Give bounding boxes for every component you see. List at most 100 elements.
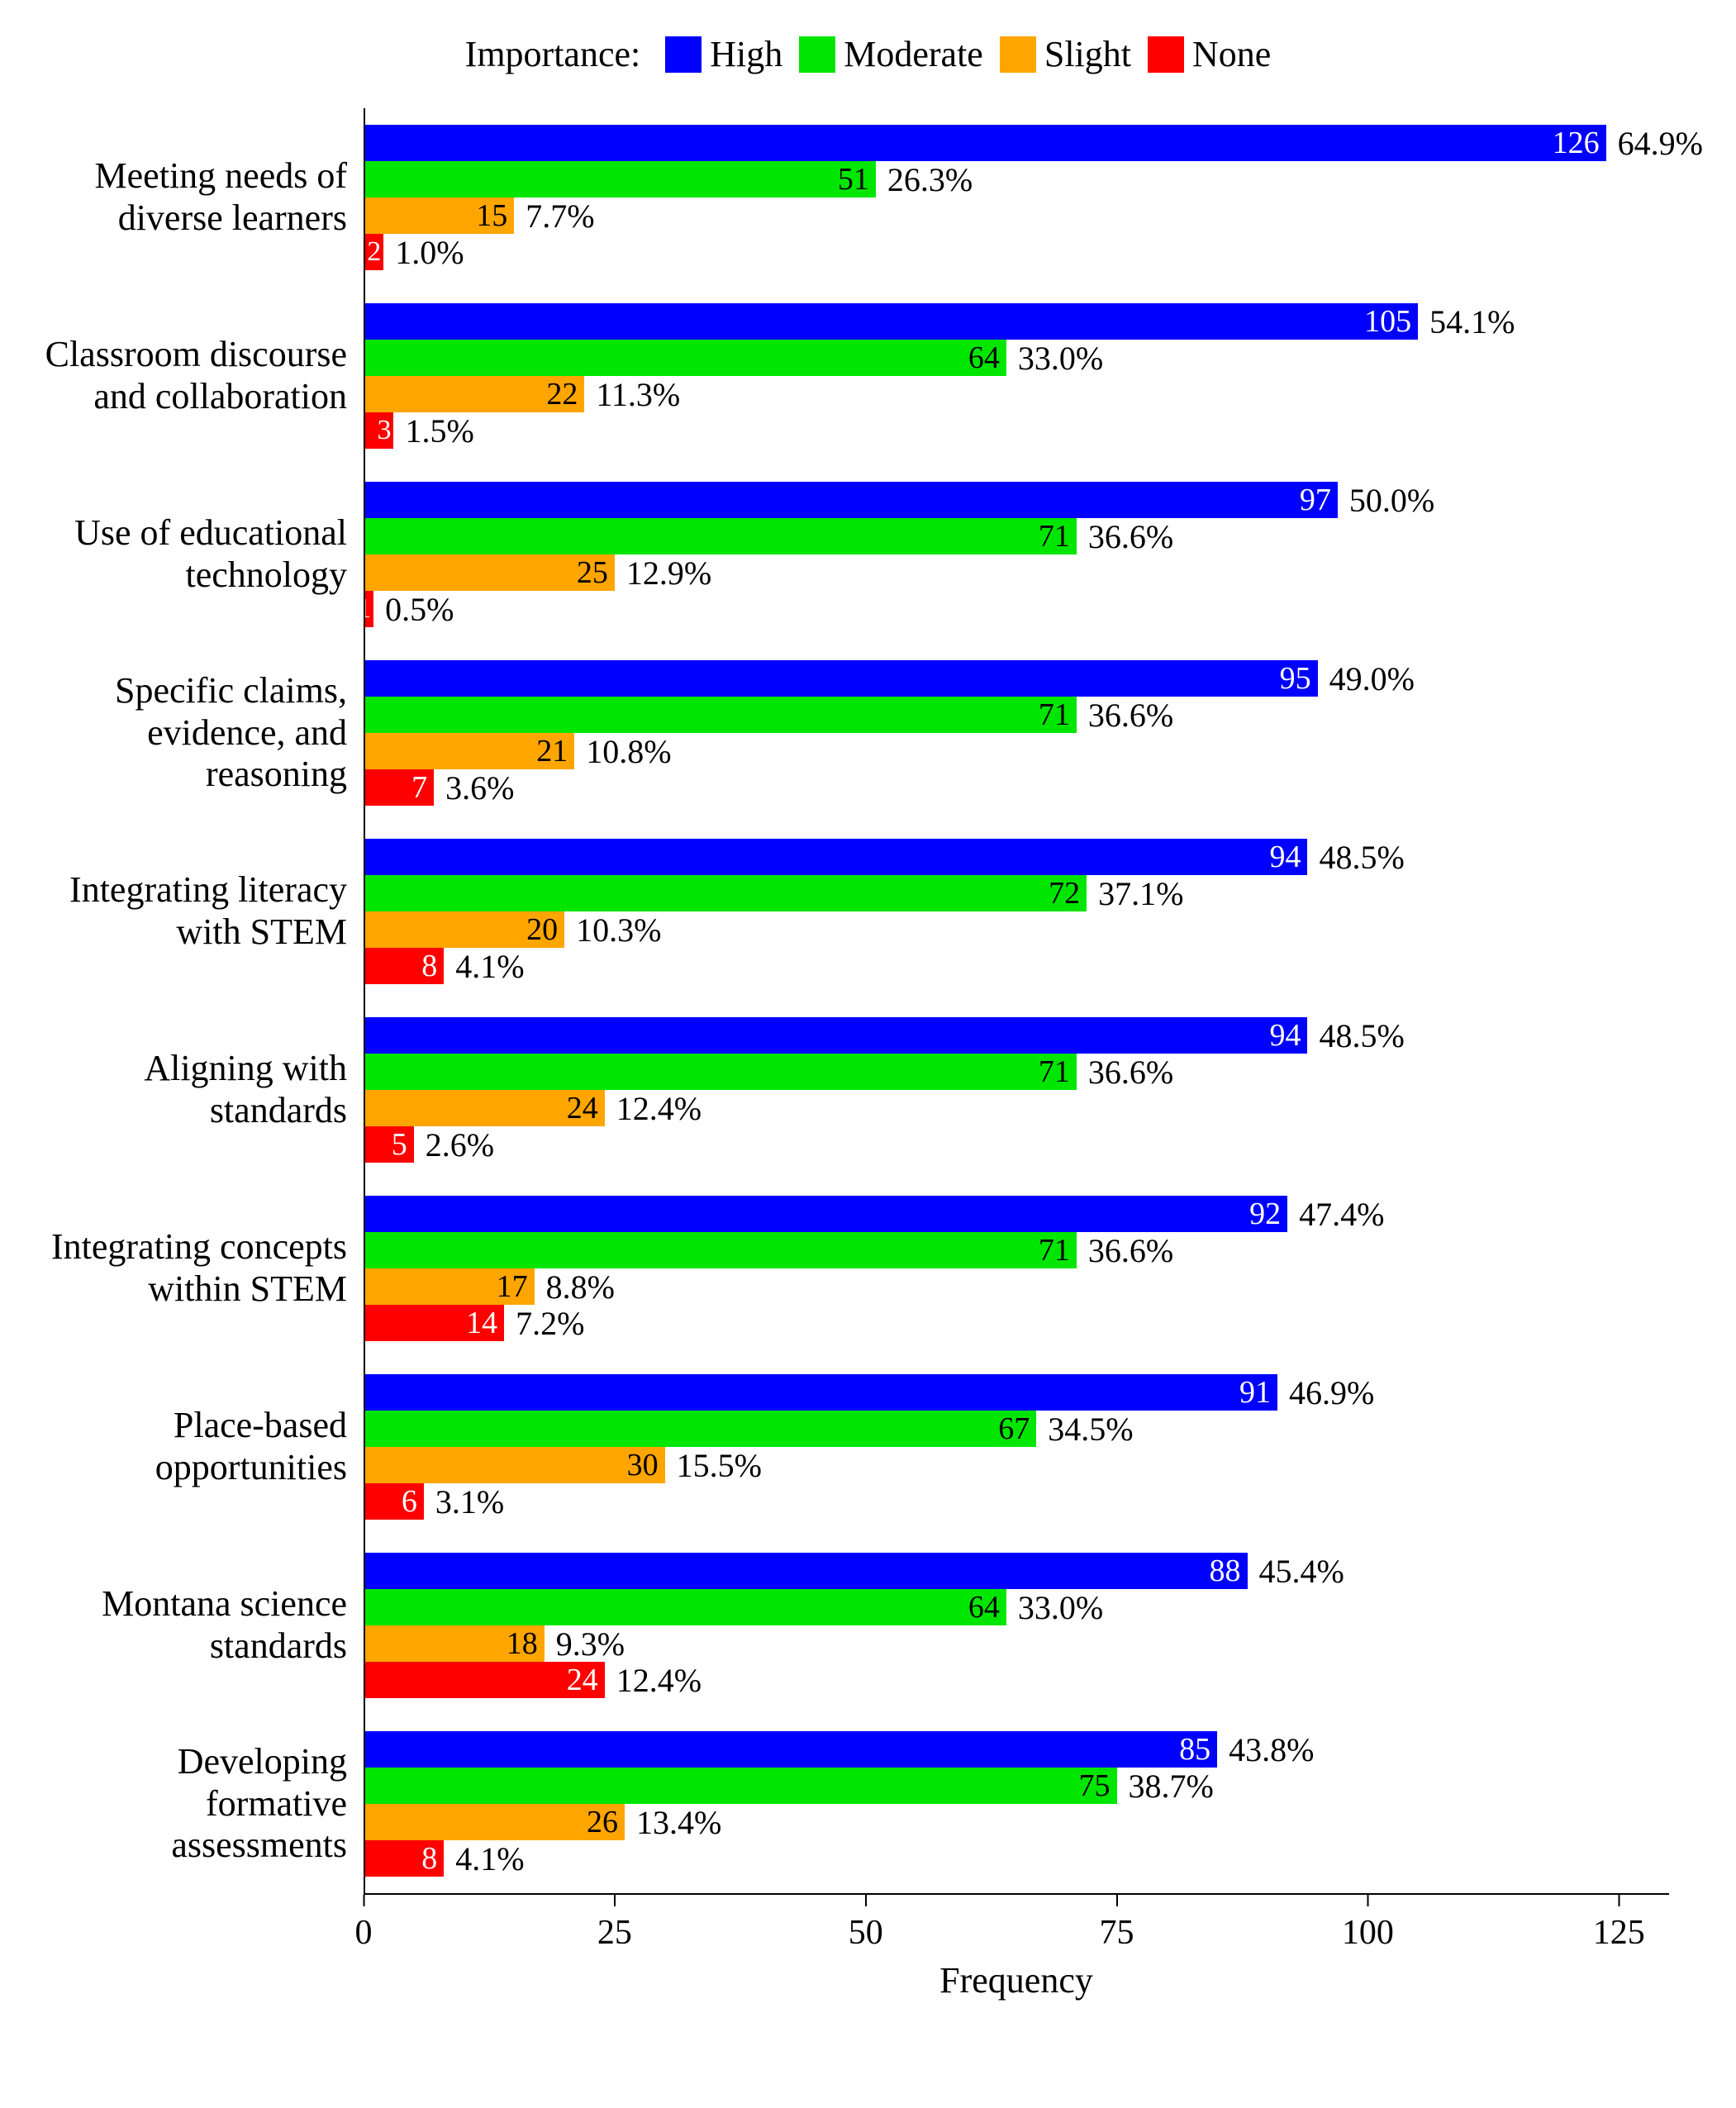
legend-item-moderate: Moderate: [799, 33, 983, 75]
legend-title: Importance:: [465, 33, 641, 75]
bar-row: 2110.8%: [364, 733, 1703, 769]
bar-value: 105: [1364, 303, 1411, 340]
bar-row: 84.1%: [364, 948, 1703, 984]
bar-percent: 8.8%: [535, 1268, 615, 1306]
category-bar-group: 9448.5%7237.1% 2010.3%84.1%: [364, 822, 1703, 1001]
bar-percent: 36.6%: [1077, 1053, 1173, 1092]
bar-value: 22: [546, 376, 578, 412]
bar-row: 6433.0%: [364, 1589, 1703, 1625]
bar-high: 126: [364, 125, 1606, 161]
bar-percent: 4.1%: [444, 947, 524, 986]
bar-percent: 48.5%: [1307, 1016, 1404, 1055]
bar-row: 2412.4%: [364, 1662, 1703, 1698]
bar-value: 64: [968, 340, 1000, 376]
x-tick-mark: [1116, 1895, 1118, 1906]
bar-percent: 36.6%: [1077, 696, 1173, 735]
bar-row: 2613.4%: [364, 1804, 1703, 1840]
bar-row: 2512.9%: [364, 554, 1703, 591]
bar-moderate: 71: [364, 1232, 1077, 1268]
bar-value: 24: [567, 1662, 598, 1698]
bar-value: 75: [1079, 1768, 1111, 1804]
x-tick: 50: [849, 1895, 883, 1953]
bar-moderate: 72: [364, 875, 1087, 911]
bar-row: 189.3%: [364, 1625, 1703, 1662]
bar-value: 71: [1039, 518, 1070, 554]
bar-value: 72: [1049, 875, 1080, 911]
bar-percent: 54.1%: [1418, 302, 1515, 341]
category-label: Montana science standards: [33, 1536, 364, 1715]
bar-percent: 26.3%: [876, 160, 973, 199]
bar-row: 2211.3%: [364, 376, 1703, 412]
bar-percent: 33.0%: [1006, 339, 1103, 378]
bar-percent: 37.1%: [1087, 874, 1183, 913]
legend-item-none: None: [1148, 33, 1271, 75]
bar-moderate: 51: [364, 161, 876, 197]
bar-value: 7: [411, 769, 427, 806]
bar-slight: 15: [364, 197, 514, 234]
x-tick-label: 0: [355, 1913, 373, 1953]
bar-value: 5: [392, 1126, 407, 1163]
bar-moderate: 71: [364, 518, 1077, 554]
bar-percent: 10.3%: [564, 911, 661, 949]
legend-item-high: High: [665, 33, 782, 75]
bar-value: 20: [526, 911, 558, 948]
bar-row: 7136.6%: [364, 518, 1703, 554]
x-tick-label: 75: [1100, 1913, 1134, 1953]
bar-row: 9448.5%: [364, 839, 1703, 875]
legend-item-slight: Slight: [1000, 33, 1131, 75]
x-tick-label: 25: [597, 1913, 632, 1953]
bar-percent: 3.6%: [434, 768, 514, 807]
bar-moderate: 75: [364, 1768, 1117, 1804]
bar-percent: 1.0%: [383, 233, 464, 272]
x-tick-label: 125: [1593, 1913, 1645, 1953]
bar-percent: 1.5%: [393, 412, 473, 450]
bar-row: 3015.5%: [364, 1447, 1703, 1483]
bar-row: 9146.9%: [364, 1374, 1703, 1411]
x-tick: 100: [1342, 1895, 1394, 1953]
bar-row: 6734.5%: [364, 1411, 1703, 1447]
bar-none: 5: [364, 1126, 414, 1163]
bar-slight: 30: [364, 1447, 665, 1483]
legend-swatch: [799, 36, 835, 73]
bar-moderate: 64: [364, 1589, 1006, 1625]
bar-row: 73.6%: [364, 769, 1703, 806]
bar-percent: 49.0%: [1318, 659, 1415, 698]
bar-row: 9750.0%: [364, 482, 1703, 518]
x-tick: 25: [597, 1895, 632, 1953]
legend: Importance: High Moderate Slight None: [33, 33, 1703, 75]
bar-percent: 12.4%: [605, 1661, 702, 1700]
bar-row: 31.5%: [364, 412, 1703, 449]
bar-value: 14: [466, 1305, 497, 1341]
bar-row: 8543.8%: [364, 1731, 1703, 1768]
bar-slight: 18: [364, 1625, 545, 1662]
bar-value: 6: [402, 1483, 417, 1520]
bar-value: 64: [968, 1589, 1000, 1625]
x-tick: 0: [355, 1895, 373, 1953]
category-bar-group: 8543.8%7538.7%2613.4%84.1%: [364, 1715, 1703, 1893]
legend-label: Slight: [1044, 33, 1131, 75]
bar-percent: 10.8%: [574, 732, 671, 771]
bar-percent: 33.0%: [1006, 1588, 1103, 1627]
bar-row: 12664.9%: [364, 125, 1703, 161]
category-bar-group: 9146.9%6734.5%3015.5%63.1%: [364, 1358, 1703, 1536]
bar-percent: 47.4%: [1287, 1195, 1384, 1234]
bar-value: 25: [577, 554, 608, 591]
bar-value: 30: [627, 1447, 659, 1483]
bar-value: 51: [838, 161, 869, 197]
bar-none: 2: [364, 234, 383, 270]
category-label: Place-based opportunities: [33, 1358, 364, 1536]
bar-percent: 45.4%: [1248, 1552, 1344, 1591]
bar-percent: 9.3%: [545, 1625, 625, 1663]
category-label: Classroom discourse and collaboration: [33, 287, 364, 465]
bar-percent: 64.9%: [1606, 124, 1703, 163]
bar-percent: 36.6%: [1077, 1231, 1173, 1270]
legend-label: None: [1192, 33, 1271, 75]
bar-row: 147.2%: [364, 1305, 1703, 1341]
bar-high: 95: [364, 660, 1318, 697]
legend-swatch: [665, 36, 702, 73]
bar-row: 10.5%: [364, 591, 1703, 627]
bar-row: 7136.6%: [364, 1232, 1703, 1268]
bar-row: 63.1%: [364, 1483, 1703, 1520]
bar-value: 91: [1239, 1374, 1271, 1411]
legend-swatch: [1000, 36, 1036, 73]
